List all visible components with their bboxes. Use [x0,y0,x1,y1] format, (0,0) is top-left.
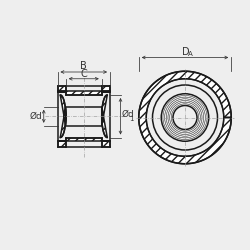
Text: Ød: Ød [122,110,134,119]
Text: D: D [182,47,190,57]
Polygon shape [60,95,66,138]
Polygon shape [58,91,66,92]
Text: B: B [80,62,87,72]
Polygon shape [58,140,66,141]
Polygon shape [139,71,231,164]
Polygon shape [102,91,110,92]
Polygon shape [102,95,107,138]
Polygon shape [58,86,66,92]
Polygon shape [58,140,66,147]
Polygon shape [102,140,110,147]
Text: Ød: Ød [30,112,43,121]
Text: A: A [188,51,192,57]
Polygon shape [66,138,102,141]
Text: C: C [80,69,87,79]
Polygon shape [102,140,110,141]
Text: 1: 1 [129,116,134,122]
Polygon shape [66,91,102,95]
Polygon shape [102,86,110,92]
